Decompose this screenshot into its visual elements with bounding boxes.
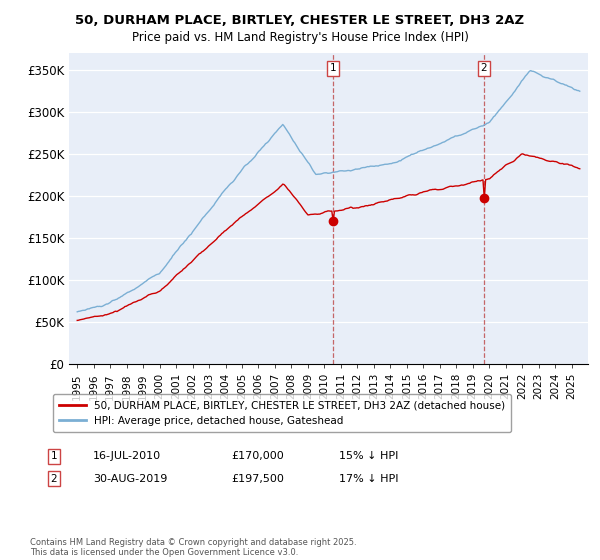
Text: £170,000: £170,000 bbox=[231, 451, 284, 461]
Text: Price paid vs. HM Land Registry's House Price Index (HPI): Price paid vs. HM Land Registry's House … bbox=[131, 31, 469, 44]
Text: 30-AUG-2019: 30-AUG-2019 bbox=[93, 474, 167, 484]
Text: £197,500: £197,500 bbox=[231, 474, 284, 484]
Text: 2: 2 bbox=[481, 63, 487, 73]
Text: 15% ↓ HPI: 15% ↓ HPI bbox=[339, 451, 398, 461]
Text: 16-JUL-2010: 16-JUL-2010 bbox=[93, 451, 161, 461]
Text: 1: 1 bbox=[330, 63, 337, 73]
Text: 17% ↓ HPI: 17% ↓ HPI bbox=[339, 474, 398, 484]
Text: 50, DURHAM PLACE, BIRTLEY, CHESTER LE STREET, DH3 2AZ: 50, DURHAM PLACE, BIRTLEY, CHESTER LE ST… bbox=[76, 14, 524, 27]
Text: 2: 2 bbox=[50, 474, 58, 484]
Text: 1: 1 bbox=[50, 451, 58, 461]
Text: Contains HM Land Registry data © Crown copyright and database right 2025.
This d: Contains HM Land Registry data © Crown c… bbox=[30, 538, 356, 557]
Legend: 50, DURHAM PLACE, BIRTLEY, CHESTER LE STREET, DH3 2AZ (detached house), HPI: Ave: 50, DURHAM PLACE, BIRTLEY, CHESTER LE ST… bbox=[53, 394, 511, 432]
